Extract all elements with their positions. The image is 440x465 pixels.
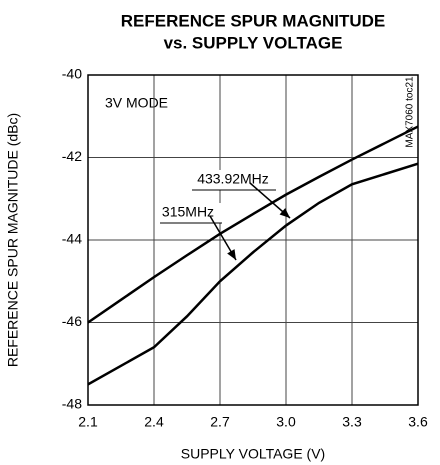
y-tick-label: -40: [62, 66, 82, 82]
chart-title: vs. SUPPLY VOLTAGE: [164, 33, 343, 52]
x-tick-label: 2.7: [210, 414, 230, 430]
x-tick-label: 3.3: [342, 414, 362, 430]
arrowhead: [279, 208, 290, 218]
x-tick-label: 2.1: [78, 414, 98, 430]
annotation: 3V MODE: [105, 95, 168, 111]
x-axis-label: SUPPLY VOLTAGE (V): [181, 446, 325, 462]
series-label: 315MHz: [162, 204, 214, 220]
label-bg: [192, 170, 276, 190]
series-label: 433.92MHz: [197, 171, 269, 187]
x-tick-label: 2.4: [144, 414, 164, 430]
x-tick-label: 3.6: [408, 414, 428, 430]
y-tick-label: -44: [62, 231, 82, 247]
x-tick-label: 3.0: [276, 414, 296, 430]
chart-title: REFERENCE SPUR MAGNITUDE: [121, 11, 385, 30]
y-tick-label: -46: [62, 313, 82, 329]
annotation: MAX7060 toc21: [405, 76, 416, 148]
y-tick-label: -48: [62, 396, 82, 412]
y-axis-label: REFERENCE SPUR MAGNITUDE (dBc): [5, 113, 21, 367]
arrowhead: [227, 249, 236, 260]
series-line: [87, 162, 419, 386]
label-bg: [160, 203, 222, 223]
plot-frame: [87, 74, 419, 406]
series-line: [87, 125, 419, 324]
y-tick-label: -42: [62, 148, 82, 164]
